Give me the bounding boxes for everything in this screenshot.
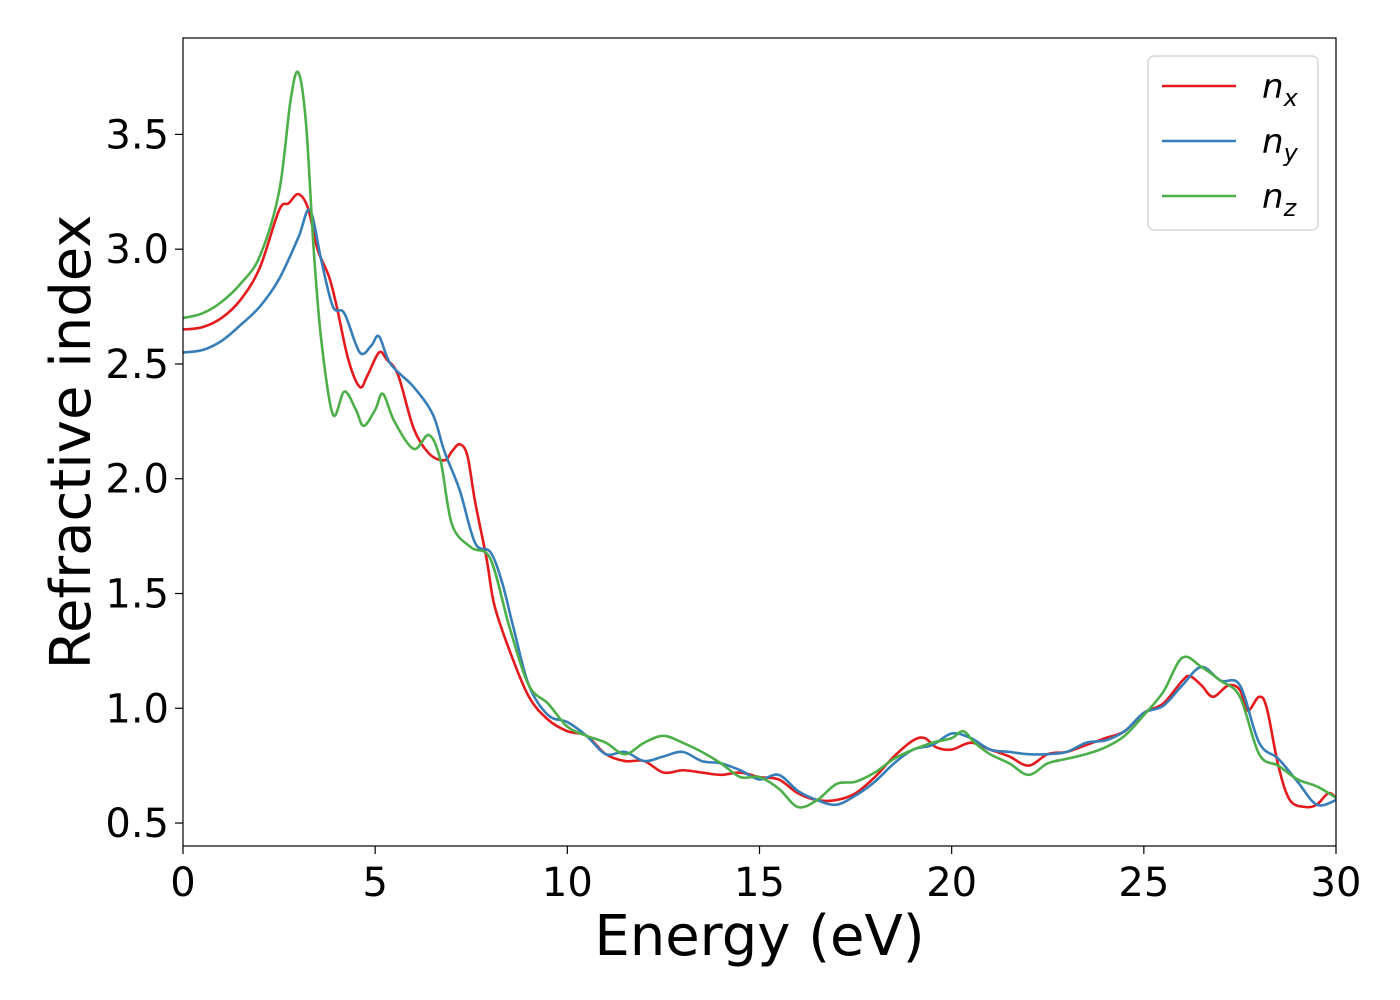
y-tick-label: 2.5: [105, 342, 169, 388]
y-tick-label: 1.0: [105, 686, 169, 732]
y-tick-label: 2.0: [105, 457, 169, 503]
x-tick-label: 0: [170, 860, 195, 906]
x-tick-label: 20: [926, 860, 977, 906]
x-tick-label: 30: [1311, 860, 1362, 906]
y-axis-label: Refractive index: [39, 215, 104, 670]
y-tick-label: 3.5: [105, 112, 169, 158]
y-tick-label: 3.0: [105, 227, 169, 273]
ticks-layer: 0 5 10 15 20 25 30 0.5 1.0 1.5 2.0 2.5 3.0 3.5: [105, 112, 1361, 906]
series-line-x: [183, 192, 1336, 809]
legend-label-z: nz: [1262, 177, 1298, 222]
x-tick-label: 25: [1118, 860, 1169, 906]
x-axis-label: Energy (eV): [594, 904, 924, 969]
y-tick-label: 0.5: [105, 801, 169, 847]
legend-box: [1147, 55, 1319, 231]
x-tick-label: 15: [734, 860, 785, 906]
y-tick-label: 1.5: [105, 572, 169, 618]
x-tick-label: 5: [362, 860, 387, 906]
series-line-y: [183, 208, 1336, 807]
series-line-z: [183, 70, 1336, 809]
x-tick-label: 10: [542, 860, 593, 906]
series-layer: [183, 70, 1336, 809]
